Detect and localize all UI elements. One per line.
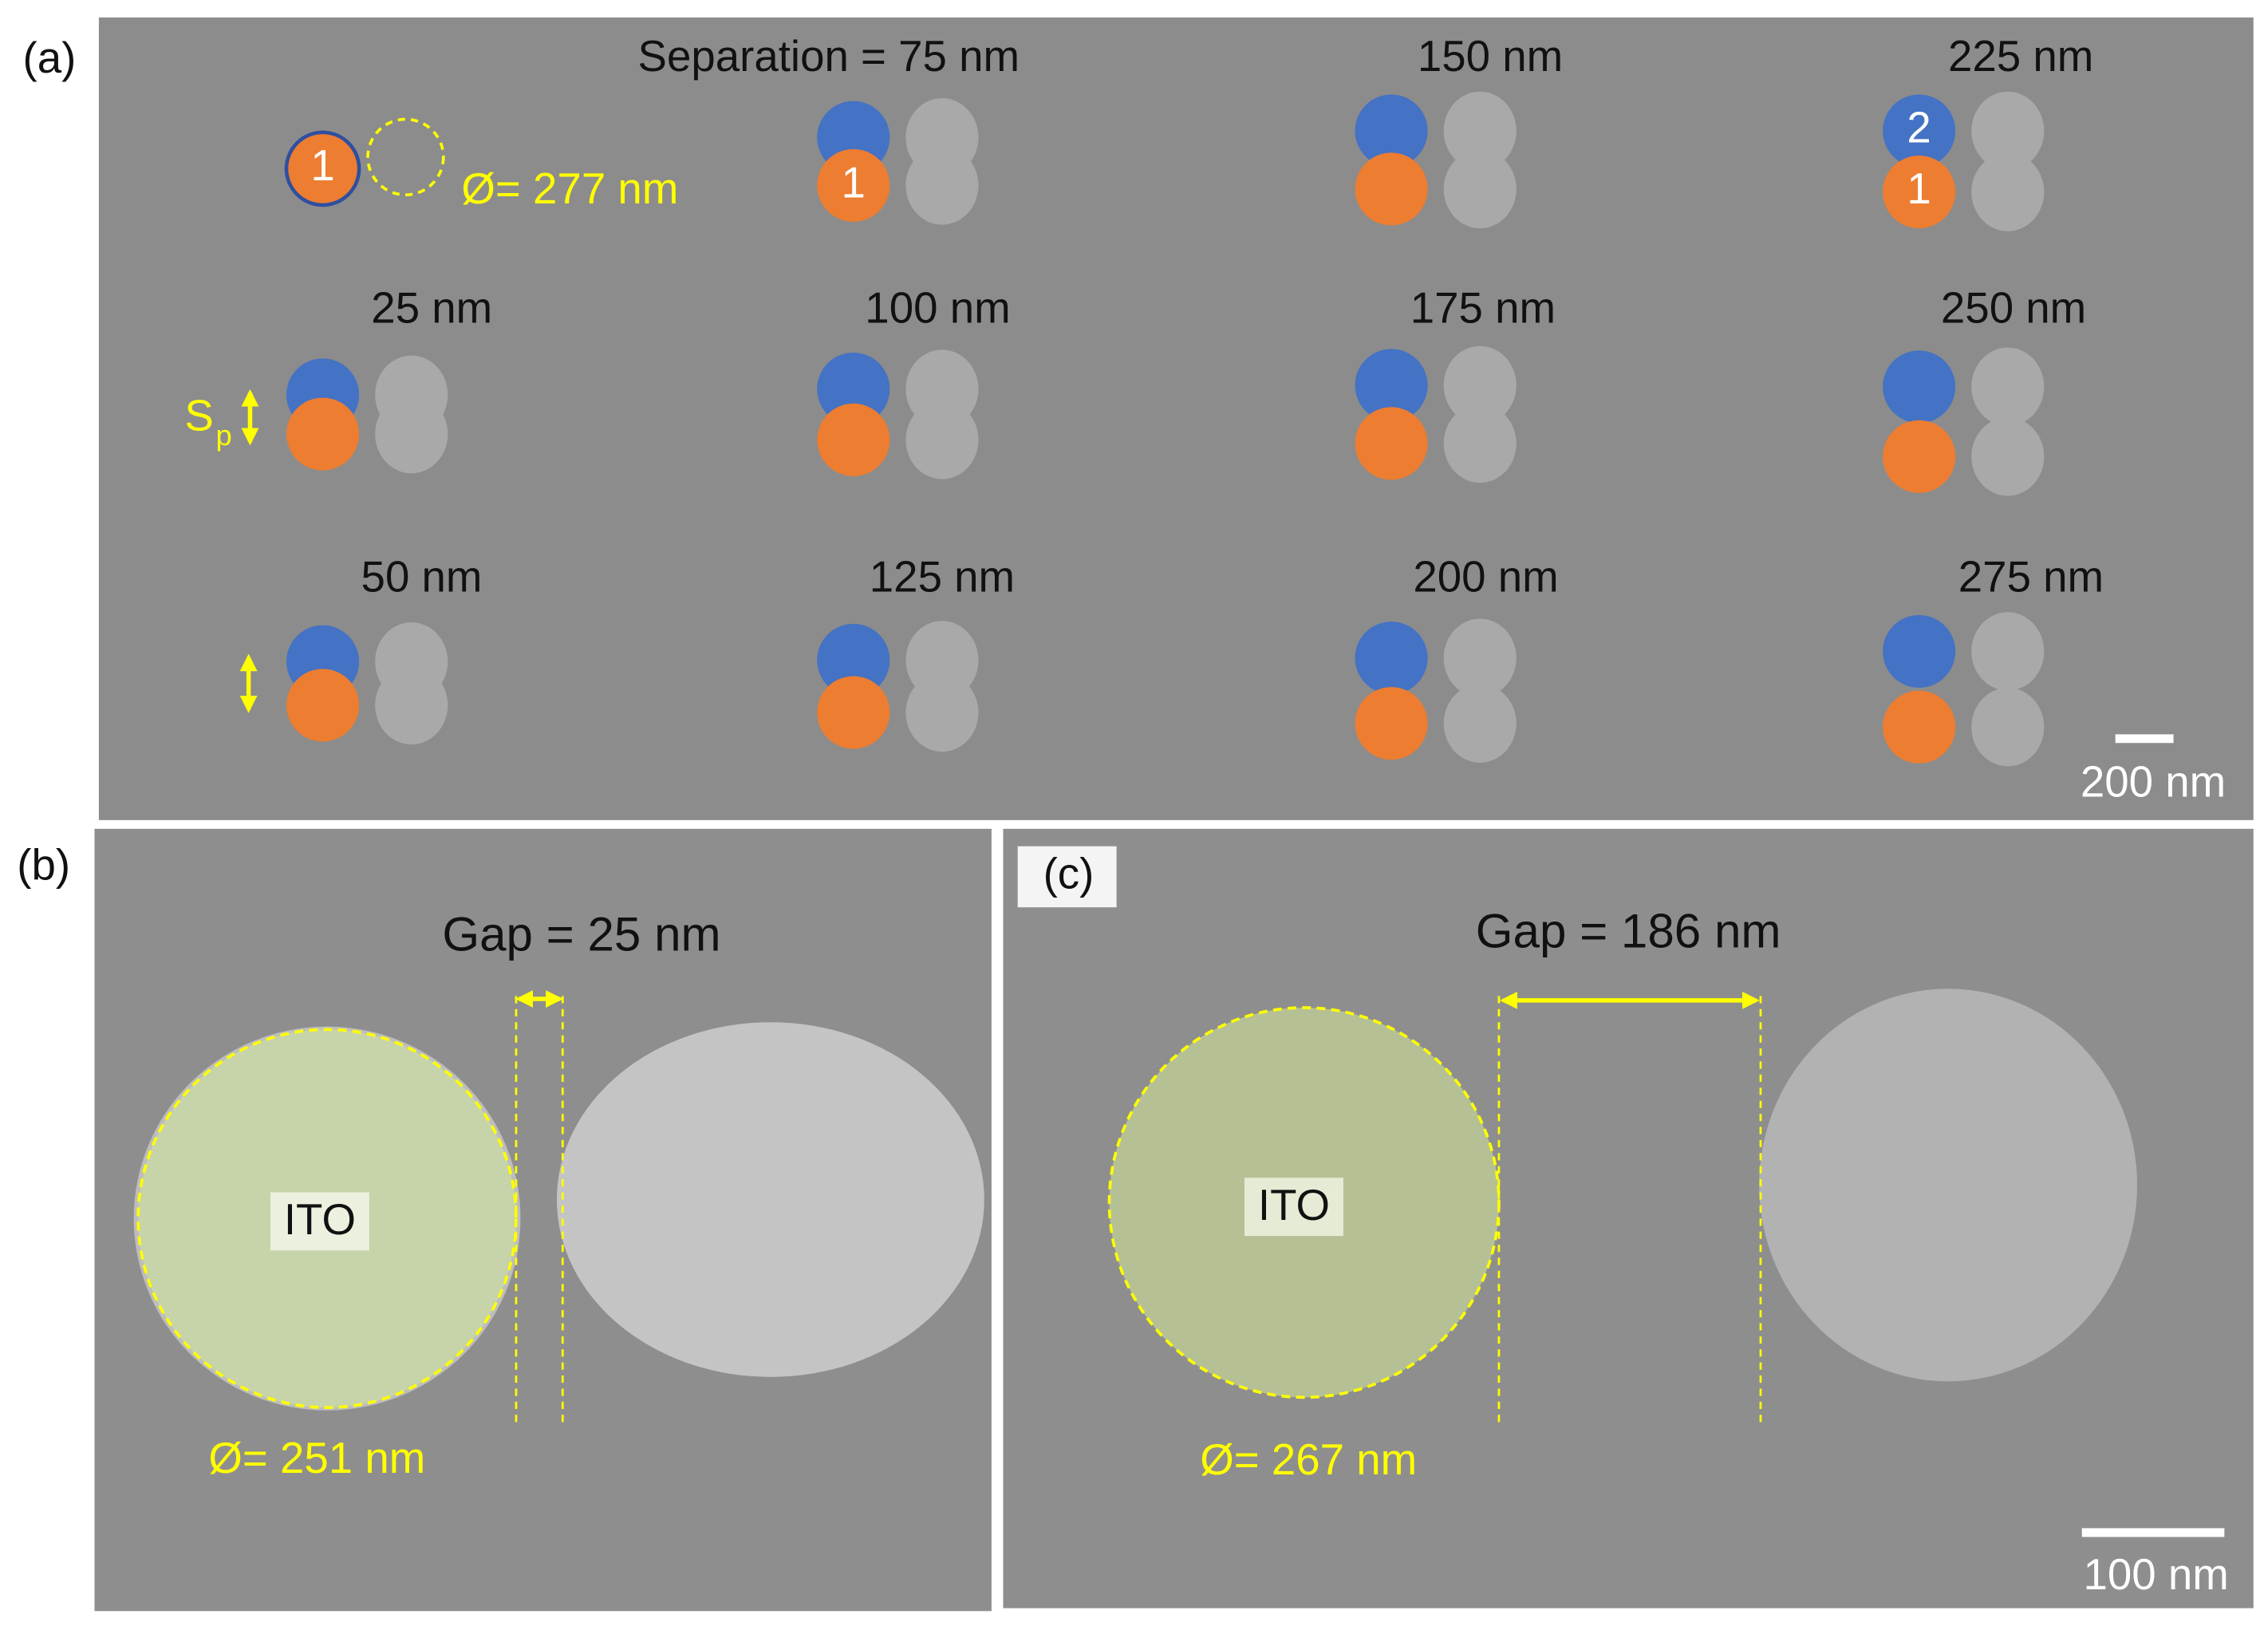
separation-label: 125 nm [870,553,1015,602]
marker-circle [817,148,890,222]
particle [905,673,979,752]
particle [1443,91,1517,171]
marker-circle [1883,690,1956,764]
diameter-label: Ø= 267 nm [1200,1435,1417,1484]
particle [1971,417,2045,496]
particle [1971,688,2045,767]
particle [556,1022,984,1377]
particle [1971,152,2045,231]
particle [1443,404,1517,483]
separation-label: 50 nm [361,553,483,602]
marker-circle [1355,622,1428,695]
marker-circle [286,397,360,471]
separation-label: 25 nm [371,283,492,332]
marker-number: 1 [310,141,334,190]
separation-label: 175 nm [1410,283,1556,332]
particle [1971,91,2045,171]
particle [1759,989,2137,1382]
separation-label: 275 nm [1958,553,2104,602]
marker-circle [817,676,890,749]
marker-circle [817,352,890,426]
marker-circle [817,403,890,476]
material-label: ITO [1258,1181,1330,1229]
particle [1971,347,2045,426]
cell-group: 150 nm 225 nm 25 nm 100 nm 175 nm 250 nm 50 nm… [286,32,2104,767]
diameter-label: Ø= 251 nm [208,1434,425,1482]
marker-number: 1 [1907,164,1931,213]
marker-number: 1 [842,159,866,207]
particle [375,394,448,474]
diameter-label: Ø= 277 nm [461,164,678,213]
particle [1443,149,1517,229]
marker-circle [1883,156,1956,229]
label-bg [1244,1178,1343,1237]
particle [1443,618,1517,697]
panel-label: (a) [23,34,77,82]
particle [375,665,448,745]
separation-label: 200 nm [1413,553,1558,602]
marker-circle [1883,420,1956,493]
marker-circle [817,623,890,697]
marker-circle [286,669,360,742]
marker-circle [1883,350,1956,424]
marker-circle [1883,94,1956,168]
separation-label: 250 nm [1941,283,2086,332]
marker-circle [1355,349,1428,422]
particle [905,146,979,225]
particle [1443,684,1517,763]
panel-label: (c) [1043,849,1095,898]
dashed-outline [366,117,445,197]
gap-label: Gap = 186 nm [1476,905,1781,958]
separation-label: Separation = 75 nm [638,32,1020,81]
marker-circle [1355,407,1428,480]
material-label: ITO [284,1195,356,1244]
marker-circle [1355,152,1428,226]
particle [1443,345,1517,425]
sp-label: S [184,391,213,440]
marker-circle [1355,94,1428,168]
panel-label: (b) [17,840,70,889]
gap-label: Gap = 25 nm [442,907,720,961]
marker-circle [1355,687,1428,760]
marker-circle [1883,614,1956,689]
separation-label: 225 nm [1948,32,2093,81]
sp-subscript: p [216,419,232,452]
scale-label: 200 nm [2081,758,2226,807]
particle [905,401,979,480]
label-bg [270,1192,369,1251]
scale-label: 100 nm [2084,1550,2229,1599]
marker-circle [284,130,361,207]
separation-label: 150 nm [1418,32,1563,81]
particle [1971,612,2045,691]
label-bg [1017,846,1117,908]
separation-label: 100 nm [865,283,1010,332]
marker-number: 2 [1907,103,1931,152]
